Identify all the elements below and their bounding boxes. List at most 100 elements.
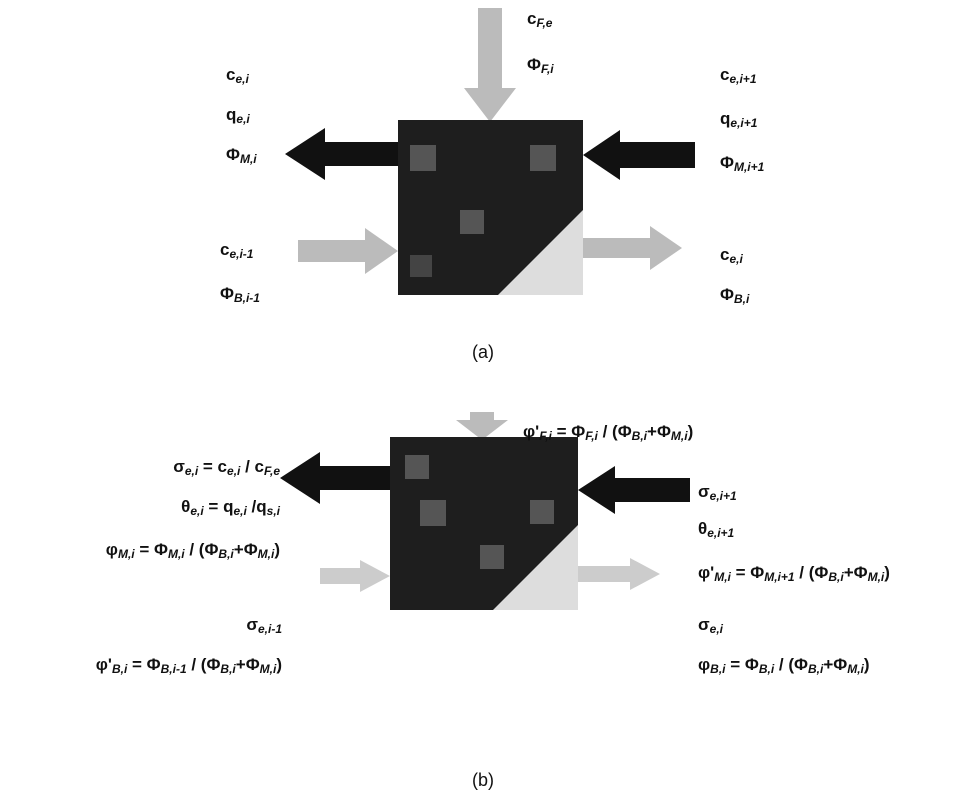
label-subscript: M,i+1 (764, 570, 795, 584)
label-subscript: M,i (258, 547, 275, 561)
label: φB,i = ΦB,i / (ΦB,i+ΦM,i) (698, 655, 870, 676)
label-subscript: B,i (828, 570, 844, 584)
label-subscript: e,i+1 (730, 116, 757, 130)
label-subscript: M,i (240, 152, 257, 166)
label-text: = Φ (552, 422, 585, 441)
figure: (a) (b) cF,eΦF,ice,iqe,iΦM,ice,i+1qe,i+1… (0, 0, 967, 796)
label-subscript: e,i+1 (729, 72, 756, 86)
label-subscript: e,i (729, 252, 743, 266)
label-text: = q (204, 497, 234, 516)
label-text: = Φ (726, 655, 759, 674)
label-text: ) (884, 563, 890, 582)
label-text: θ (181, 497, 190, 516)
box-cell (410, 145, 436, 171)
label-text: c (720, 245, 729, 264)
label-subscript: e,i (710, 622, 724, 636)
label-text: c (527, 9, 536, 28)
label-text: σ (698, 615, 710, 634)
label-subscript: F,i (541, 62, 554, 76)
label-text: / (Φ (598, 422, 632, 441)
label-text: Φ (226, 145, 240, 164)
arrow-bottom-right (583, 226, 682, 270)
label: θe,i+1 (698, 519, 735, 540)
label-text: φ (106, 540, 118, 559)
diagram-a-shapes (285, 8, 695, 295)
label-text: / (Φ (187, 655, 221, 674)
label: ΦM,i+1 (720, 153, 765, 174)
label-text: /q (247, 497, 267, 516)
label-subscript: M,i (168, 547, 185, 561)
label-text: = Φ (127, 655, 160, 674)
label-subscript: B,i (632, 429, 648, 443)
label: ce,i-1 (220, 240, 254, 261)
arrow-bottom-left (320, 560, 390, 592)
label-text: / c (240, 457, 264, 476)
label-text: +Φ (823, 655, 847, 674)
label-text: / (Φ (185, 540, 219, 559)
box-cell (480, 545, 504, 569)
label-text: ) (864, 655, 870, 674)
label-text: +Φ (234, 540, 258, 559)
box-cell (410, 255, 432, 277)
label-text: c (220, 240, 229, 259)
label-subscript: M,i (847, 662, 864, 676)
arrow-bottom-left (298, 228, 398, 274)
label-subscript: F,e (536, 16, 552, 30)
label-subscript: M,i (118, 547, 135, 561)
label-text: / (Φ (795, 563, 829, 582)
label: ΦB,i (720, 285, 750, 306)
box-cell (420, 500, 446, 526)
label-subscript: e,i (233, 504, 247, 518)
label-text: ) (274, 540, 280, 559)
arrow-bottom-right (578, 558, 660, 590)
label-subscript: e,i (236, 112, 250, 126)
label-subscript: F,i (539, 429, 552, 443)
label: φ'B,i = ΦB,i-1 / (ΦB,i+ΦM,i) (96, 655, 282, 676)
arrow-left (285, 128, 398, 180)
label-text: c (226, 65, 235, 84)
label-text: = Φ (135, 540, 168, 559)
label-subscript: M,i+1 (734, 160, 765, 174)
label-text: φ' (523, 422, 539, 441)
label: φ'F,i = ΦF,i / (ΦB,i+ΦM,i) (523, 422, 693, 443)
label-subscript: B,i (734, 292, 750, 306)
label-subscript: B,i (112, 662, 128, 676)
label-text: Φ (220, 284, 234, 303)
label-text: φ' (96, 655, 112, 674)
label-subscript: e,i-1 (258, 622, 282, 636)
box-cell (460, 210, 484, 234)
label: ce,i+1 (720, 65, 757, 86)
label-text: q (720, 109, 730, 128)
arrow-right (578, 466, 690, 514)
label-subscript: e,i-1 (229, 247, 253, 261)
label-subscript: M,i (260, 662, 277, 676)
label: qe,i+1 (720, 109, 758, 130)
label: σe,i = ce,i / cF,e (173, 457, 280, 478)
label-subscript: B,i (218, 547, 234, 561)
label-subscript: e,i+1 (707, 526, 734, 540)
label: qe,i (226, 105, 250, 126)
label-subscript: e,i (190, 504, 204, 518)
label-text: +Φ (647, 422, 671, 441)
label-subscript: B,i (220, 662, 236, 676)
arrow-top (464, 8, 516, 122)
label-text: = Φ (731, 563, 764, 582)
label-subscript: M,i (868, 570, 885, 584)
label: φM,i = ΦM,i / (ΦB,i+ΦM,i) (106, 540, 280, 561)
label-subscript: e,i+1 (710, 489, 737, 503)
label-subscript: e,i (235, 72, 249, 86)
label: θe,i = qe,i /qs,i (181, 497, 281, 518)
label-subscript: B,i-1 (234, 291, 260, 305)
label-text: θ (698, 519, 707, 538)
caption: (a) (472, 342, 494, 362)
box-cell (405, 455, 429, 479)
label-text: +Φ (844, 563, 868, 582)
label-subscript: F,e (264, 464, 280, 478)
label-subscript: M,i (714, 570, 731, 584)
label: ce,i (226, 65, 249, 86)
label-text: +Φ (236, 655, 260, 674)
label-text: σ (698, 482, 710, 501)
label-subscript: e,i (227, 464, 241, 478)
arrow-left (280, 452, 390, 504)
label-subscript: s,i (267, 504, 281, 518)
